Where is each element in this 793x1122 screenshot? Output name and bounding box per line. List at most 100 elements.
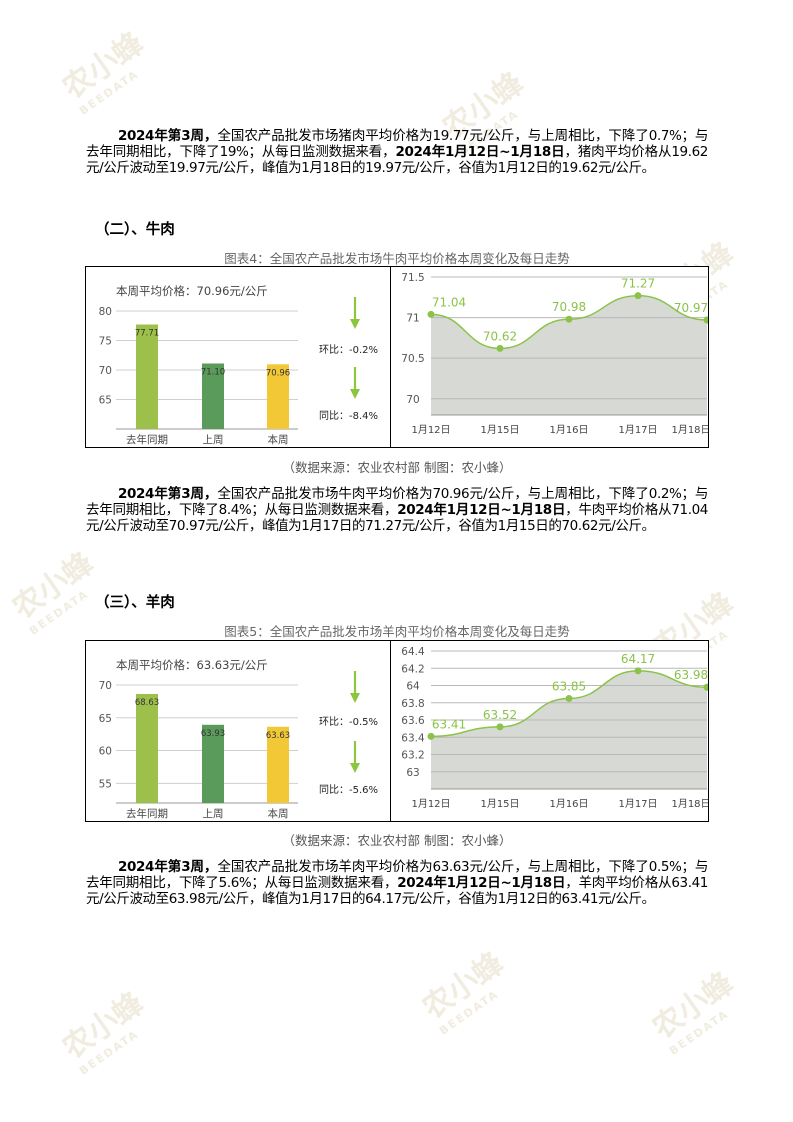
lamb-area-chart: 63 63.2 63.4 63.6 63.8 64 64.2 64.4 63.41 1月12日 63… bbox=[401, 646, 710, 810]
down-arrow-icon bbox=[350, 763, 360, 773]
down-arrow-icon bbox=[350, 693, 360, 703]
bar-value-label: 77.71 bbox=[135, 329, 159, 339]
area-fill bbox=[431, 295, 707, 415]
bar-value-label: 63.93 bbox=[201, 729, 225, 739]
y-tick-label: 63.6 bbox=[401, 715, 425, 727]
section-title-beef: （二）、牛肉 bbox=[95, 222, 175, 238]
source-lamb: （数据来源：农业农村部 制图：农小蜂） bbox=[282, 833, 512, 848]
lamb-bar-chart: 55 60 65 70 68.63 去年同期 63.93 上周 63.63 本周 bbox=[99, 671, 360, 820]
down-arrow-icon bbox=[350, 389, 360, 399]
y-tick-label: 65 bbox=[99, 395, 112, 407]
y-tick-label: 65 bbox=[99, 713, 112, 725]
y-tick-label: 70.5 bbox=[401, 353, 424, 365]
bar-value-label: 63.63 bbox=[266, 731, 290, 741]
y-tick-label: 60 bbox=[99, 746, 112, 758]
x-tick-label: 1月18日 bbox=[671, 798, 708, 810]
lamb-date-bold: 2024年1月12日~1月18日 bbox=[397, 875, 566, 891]
y-tick-label: 71 bbox=[406, 313, 419, 325]
y-tick-label: 63.8 bbox=[401, 698, 424, 710]
y-tick-label: 70 bbox=[406, 394, 419, 406]
figure-divider bbox=[390, 641, 391, 821]
data-point bbox=[427, 732, 435, 740]
y-tick-label: 71.5 bbox=[401, 272, 424, 284]
beef-text-2: ，牛肉平均价格从71.04元/公斤波动至70.97元/公斤，峰值为1月17日的7… bbox=[86, 502, 708, 534]
lamb-text-2: ，羊肉平均价格从63.41元/公斤波动至63.98元/公斤，峰值为1月17日的6… bbox=[86, 875, 708, 907]
figure-title-lamb: 图表5：全国农产品批发市场羊肉平均价格本周变化及每日走势 bbox=[224, 624, 570, 639]
data-label: 64.17 bbox=[621, 652, 655, 666]
x-tick-label: 上周 bbox=[203, 434, 224, 446]
beef-avg-label: 本周平均价格：70.96元/公斤 bbox=[116, 284, 268, 298]
data-label: 63.98 bbox=[674, 668, 708, 682]
bar-value-label: 71.10 bbox=[201, 368, 225, 378]
beef-line-panel: 70 70.5 71 71.5 71.04 1月12日 70.62 1月15日 70.98 1月1… bbox=[391, 267, 710, 447]
x-tick-label: 1月16日 bbox=[549, 424, 588, 436]
down-arrow-icon bbox=[350, 319, 360, 329]
pork-text-2: ，猪肉平均价格从19.62元/公斤波动至19.97元/公斤，峰值为1月18日的1… bbox=[86, 144, 708, 176]
source-beef: （数据来源：农业农村部 制图：农小蜂） bbox=[282, 460, 512, 475]
data-point bbox=[565, 315, 573, 323]
pork-week-bold: 2024年第3周， bbox=[118, 128, 218, 144]
data-label: 70.97 bbox=[674, 301, 708, 315]
data-point bbox=[634, 667, 642, 675]
x-tick-label: 1月17日 bbox=[618, 424, 657, 436]
x-tick-label: 1月12日 bbox=[411, 798, 450, 810]
data-point bbox=[496, 344, 504, 352]
bar bbox=[202, 363, 224, 429]
figure-title-beef: 图表4：全国农产品批发市场牛肉平均价格本周变化及每日走势 bbox=[224, 251, 570, 266]
y-tick-label: 64 bbox=[406, 681, 420, 693]
y-tick-label: 80 bbox=[99, 306, 112, 318]
y-tick-label: 70 bbox=[99, 365, 112, 377]
lamb-line-panel: 63 63.2 63.4 63.6 63.8 64 64.2 64.4 63.41 1月12日 63… bbox=[391, 641, 710, 821]
beef-bar-chart: 65 70 75 80 77.71 去年同期 71.10 上周 70.96 本周 bbox=[99, 297, 360, 446]
lamb-bar-panel: 本周平均价格：63.63元/公斤 55 60 65 70 68.63 去年同期 63.93 上… bbox=[86, 641, 390, 821]
x-tick-label: 1月16日 bbox=[549, 798, 588, 810]
pork-text-1: 全国农产品批发市场猪肉平均价格为19.77元/公斤，与上周相比，下降了0.7%；… bbox=[86, 128, 709, 160]
bar bbox=[136, 693, 158, 803]
data-label: 63.85 bbox=[552, 679, 586, 693]
y-tick-label: 63.4 bbox=[401, 732, 425, 744]
data-point bbox=[634, 292, 642, 300]
data-point bbox=[565, 694, 573, 702]
x-tick-label: 本周 bbox=[268, 433, 289, 446]
data-label: 71.27 bbox=[621, 277, 655, 291]
data-label: 70.98 bbox=[552, 300, 586, 314]
figure-beef: 本周平均价格：70.96元/公斤 65 70 75 80 77.71 去年同期 71.10 上… bbox=[85, 266, 711, 448]
x-tick-label: 1月18日 bbox=[671, 424, 708, 436]
data-label: 70.62 bbox=[483, 329, 517, 343]
section-title-lamb: （三）、羊肉 bbox=[95, 595, 175, 611]
beef-date-bold: 2024年1月12日~1月18日 bbox=[397, 502, 566, 518]
data-label: 63.41 bbox=[432, 717, 466, 731]
pork-paragraph: 2024年第3周，全国农产品批发市场猪肉平均价格为19.77元/公斤，与上周相比… bbox=[86, 128, 708, 176]
x-tick-label: 去年同期 bbox=[126, 807, 168, 820]
x-tick-label: 本周 bbox=[268, 807, 289, 820]
y-tick-label: 75 bbox=[99, 336, 112, 348]
bar bbox=[267, 726, 289, 803]
area-fill bbox=[431, 670, 707, 789]
bar-value-label: 68.63 bbox=[135, 698, 159, 708]
bar bbox=[202, 724, 224, 803]
x-tick-label: 1月15日 bbox=[480, 424, 519, 436]
figure-divider bbox=[390, 267, 391, 447]
x-tick-label: 1月15日 bbox=[480, 798, 519, 810]
lamb-week-bold: 2024年第3周， bbox=[118, 859, 218, 875]
bar-value-label: 70.96 bbox=[266, 368, 290, 378]
data-point bbox=[496, 723, 504, 731]
beef-paragraph: 2024年第3周，全国农产品批发市场牛肉平均价格为70.96元/公斤，与上周相比… bbox=[86, 486, 708, 534]
y-tick-label: 64.2 bbox=[401, 663, 424, 675]
x-tick-label: 上周 bbox=[203, 808, 224, 820]
beef-week-bold: 2024年第3周， bbox=[118, 486, 218, 502]
lamb-tb-label: 同比：-5.6% bbox=[319, 785, 379, 796]
bar bbox=[136, 324, 158, 429]
x-tick-label: 1月17日 bbox=[618, 798, 657, 810]
beef-area-chart: 70 70.5 71 71.5 71.04 1月12日 70.62 1月15日 70.98 1月1… bbox=[401, 272, 710, 436]
figure-lamb: 本周平均价格：63.63元/公斤 55 60 65 70 68.63 去年同期 63.93 上… bbox=[85, 640, 711, 822]
beef-bar-panel: 本周平均价格：70.96元/公斤 65 70 75 80 77.71 去年同期 71.10 上… bbox=[86, 267, 390, 447]
data-label: 71.04 bbox=[432, 295, 466, 309]
lamb-avg-label: 本周平均价格：63.63元/公斤 bbox=[116, 658, 268, 672]
bar bbox=[267, 364, 289, 429]
lamb-text-1: 全国农产品批发市场羊肉平均价格为63.63元/公斤，与上周相比，下降了0.5%；… bbox=[86, 859, 709, 891]
